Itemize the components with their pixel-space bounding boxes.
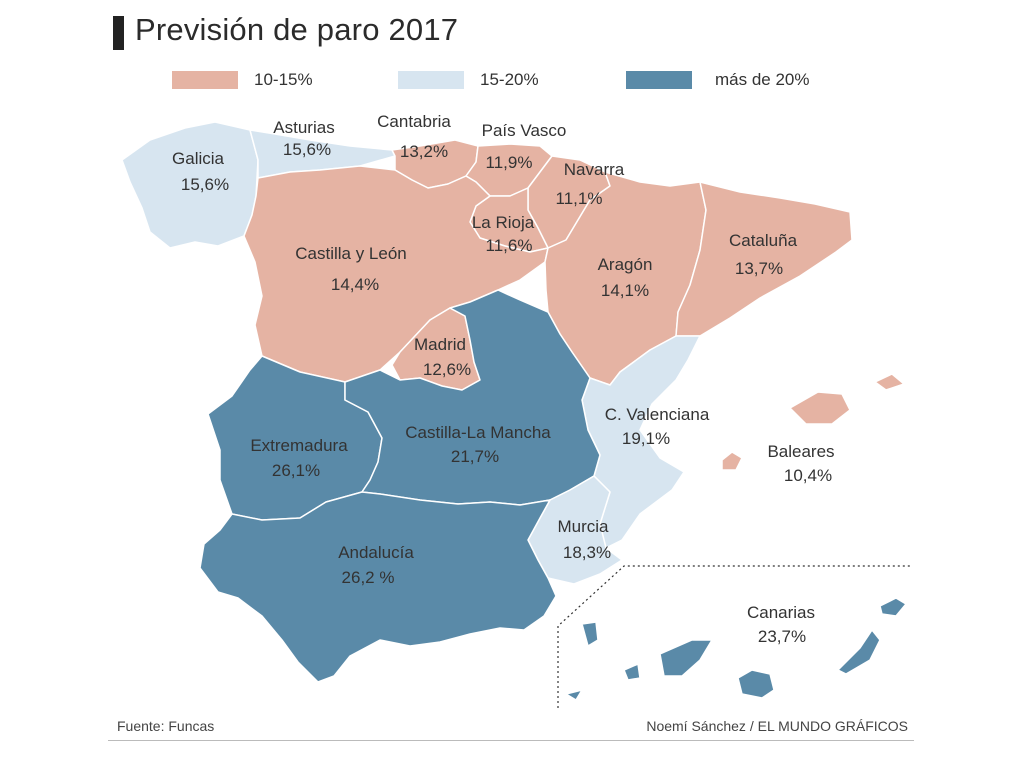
legend-label-low: 10-15% [254, 70, 313, 89]
label-c-valenciana-name: C. Valenciana [605, 405, 710, 424]
region-andalucia[interactable] [199, 491, 557, 683]
label-aragon-name: Aragón [598, 255, 653, 274]
label-pais-vasco-name: País Vasco [482, 121, 567, 140]
label-baleares-value: 10,4% [784, 466, 832, 485]
label-castilla-y-leon-value: 14,4% [331, 275, 379, 294]
label-aragon-value: 14,1% [601, 281, 649, 300]
legend-label-mid: 15-20% [480, 70, 539, 89]
label-extremadura-value: 26,1% [272, 461, 320, 480]
label-andalucia-name: Andalucía [338, 543, 414, 562]
label-madrid-name: Madrid [414, 335, 466, 354]
label-castilla-la-mancha-value: 21,7% [451, 447, 499, 466]
label-galicia-value: 15,6% [181, 175, 229, 194]
legend-swatch-low [172, 71, 238, 89]
region-canarias[interactable] [565, 597, 907, 701]
label-cantabria-value: 13,2% [400, 142, 448, 161]
label-la-rioja-name: La Rioja [472, 213, 535, 232]
legend-swatch-mid [398, 71, 464, 89]
canarias-inset-frame [557, 565, 912, 708]
label-baleares-name: Baleares [767, 442, 834, 461]
region-cataluna[interactable] [675, 181, 853, 337]
footer-credit: Noemí Sánchez / EL MUNDO GRÁFICOS [646, 718, 908, 734]
footer-source: Fuente: Funcas [117, 718, 215, 734]
label-navarra-name: Navarra [564, 160, 625, 179]
label-la-rioja-value: 11,6% [486, 236, 533, 255]
label-cataluna-name: Cataluña [729, 231, 798, 250]
label-asturias-name: Asturias [273, 118, 334, 137]
label-cantabria-name: Cantabria [377, 112, 451, 131]
region-baleares[interactable] [721, 373, 905, 471]
label-cataluna-value: 13,7% [735, 259, 783, 278]
legend-swatch-high [626, 71, 692, 89]
title-accent-bar [113, 16, 124, 50]
label-canarias-name: Canarias [747, 603, 815, 622]
label-extremadura-name: Extremadura [250, 436, 348, 455]
label-canarias-value: 23,7% [758, 627, 806, 646]
legend-label-high: más de 20% [715, 70, 810, 89]
label-murcia-name: Murcia [557, 517, 609, 536]
region-castilla-la-mancha[interactable] [344, 289, 601, 506]
label-asturias-value: 15,6% [283, 140, 331, 159]
page-title: Previsión de paro 2017 [135, 12, 459, 47]
label-castilla-la-mancha-name: Castilla-La Mancha [405, 423, 551, 442]
label-murcia-value: 18,3% [563, 543, 611, 562]
label-navarra-value: 11,1% [556, 189, 603, 208]
label-pais-vasco-value: 11,9% [486, 153, 533, 172]
label-madrid-value: 12,6% [423, 360, 471, 379]
label-andalucia-value: 26,2 % [342, 568, 395, 587]
footer-divider [108, 740, 914, 741]
label-castilla-y-leon-name: Castilla y León [295, 244, 407, 263]
label-galicia-name: Galicia [172, 149, 225, 168]
label-c-valenciana-value: 19,1% [622, 429, 670, 448]
